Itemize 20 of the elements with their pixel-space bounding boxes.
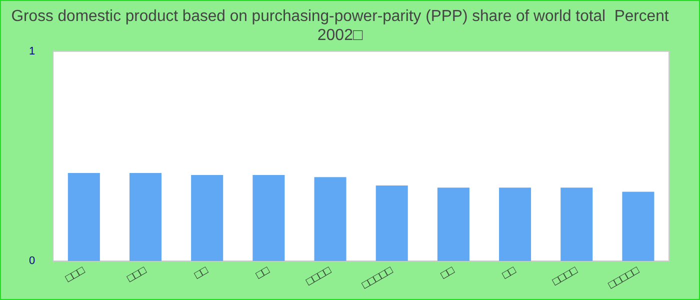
text: Gross domestic product based on purchasing-power-parity (PPP) share of world total Percent xyxy=(11,8,669,26)
bar xyxy=(376,186,408,261)
bar xyxy=(622,192,654,261)
x-tick-label: □□ xyxy=(438,264,457,282)
bar xyxy=(560,188,593,261)
bar xyxy=(252,175,285,261)
x-tick-label: □□□ xyxy=(64,264,88,285)
y-tick-label: 1 xyxy=(28,45,36,58)
x-tick-label: □□ xyxy=(192,264,210,282)
bar xyxy=(191,175,224,261)
bar xyxy=(499,188,532,261)
bar xyxy=(68,172,100,261)
bar xyxy=(129,172,162,261)
x-tick-label: □□ xyxy=(254,264,272,282)
text: 2002□ xyxy=(317,27,363,44)
bar xyxy=(437,188,470,261)
x-tick-label: □□ xyxy=(500,264,518,282)
y-tick-label: 0 xyxy=(28,254,36,267)
bar xyxy=(314,177,346,261)
x-tick-label: □□□ xyxy=(125,264,149,285)
